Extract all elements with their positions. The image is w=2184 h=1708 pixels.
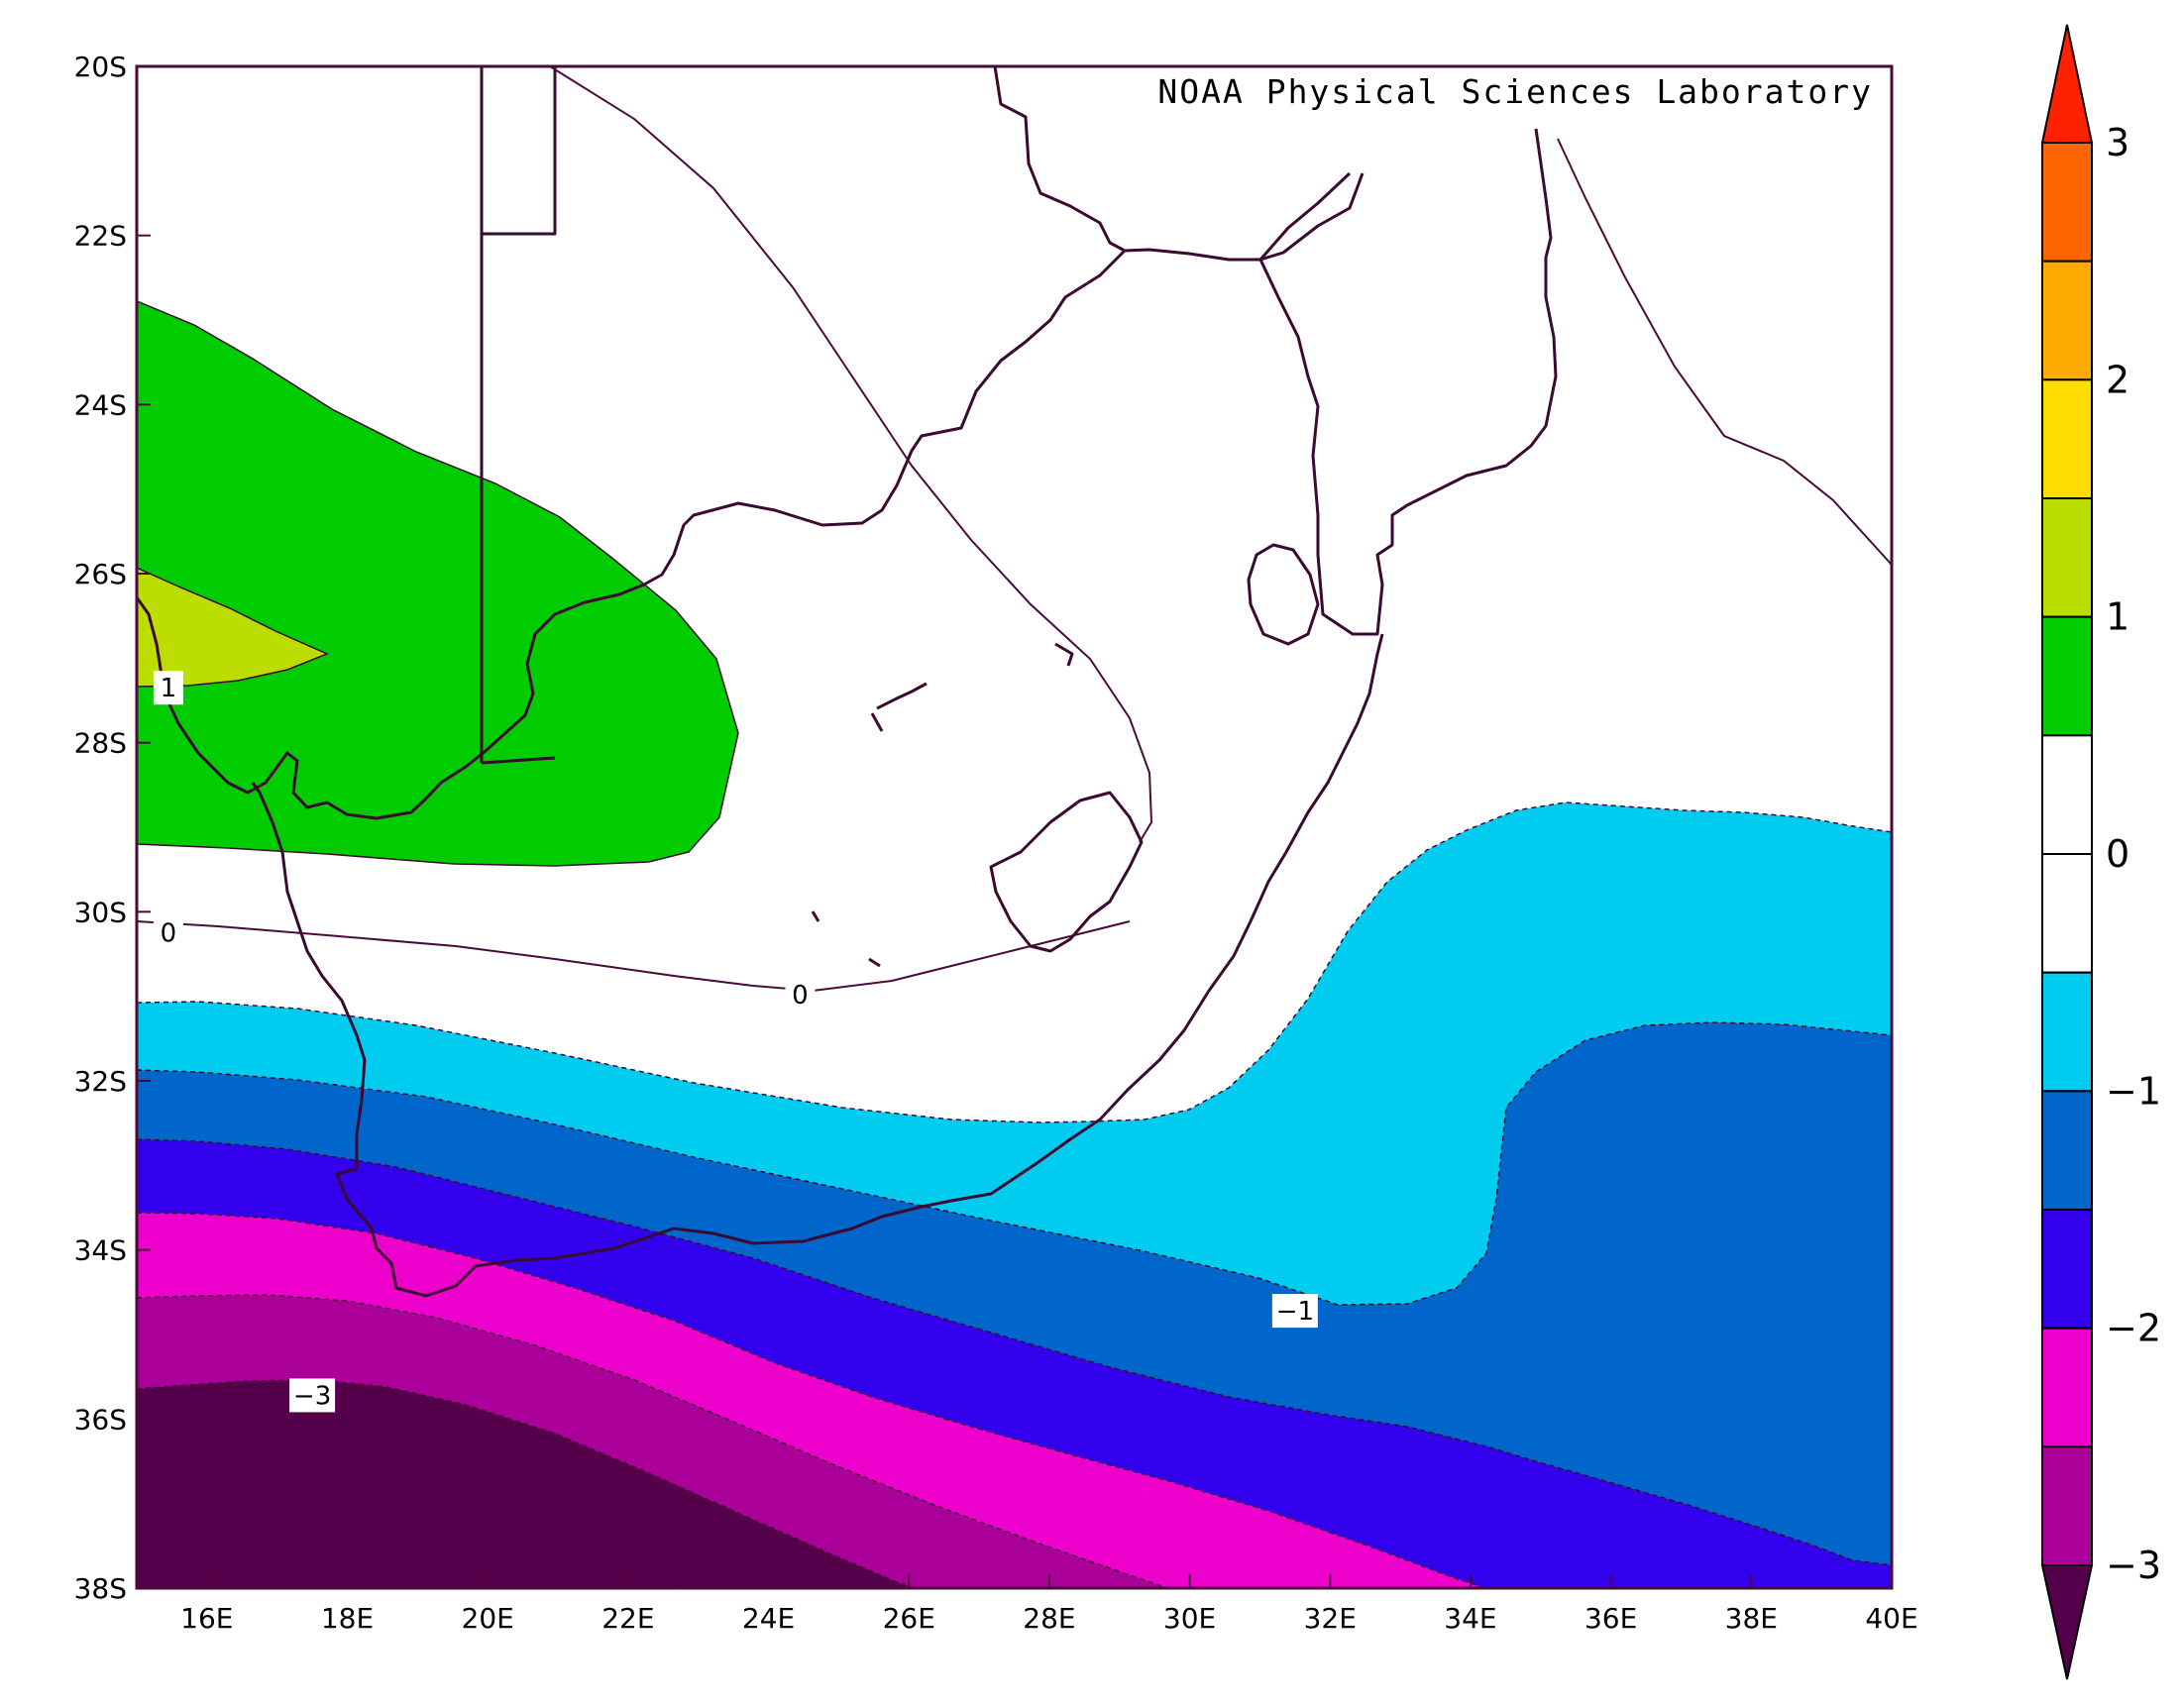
x-tick-label: 34E <box>1444 1602 1496 1635</box>
x-tick-label: 24E <box>742 1602 795 1635</box>
contour-label-box <box>153 915 183 950</box>
colorbar-extend-max <box>2040 24 2094 144</box>
contour-label-box <box>785 977 816 1012</box>
x-tick-label: 16E <box>180 1602 233 1635</box>
y-tick-label: 36S <box>74 1403 127 1436</box>
y-tick-label: 28S <box>74 727 127 760</box>
colorbar-tick-label: 0 <box>2106 832 2129 876</box>
y-tick-label: 26S <box>74 558 127 590</box>
contour-fill-below-minus3 <box>137 1379 916 1588</box>
colorbar-extend-min <box>2040 1564 2094 1680</box>
y-tick-label: 32S <box>74 1065 127 1098</box>
coastlines-and-borders <box>137 66 1558 1298</box>
x-tick-label: 30E <box>1163 1602 1216 1635</box>
colorbar-box <box>2041 1090 2093 1212</box>
y-tick-label: 30S <box>74 896 127 928</box>
colorbar-box <box>2041 497 2093 618</box>
contour-label: −3 <box>293 1381 331 1411</box>
contour-line-minus3.3 <box>137 1483 682 1588</box>
filled-contours <box>137 66 1892 1588</box>
colorbar-tick-label: −2 <box>2106 1307 2161 1350</box>
colorbar-tick-label: 2 <box>2106 358 2129 401</box>
x-tick-label: 18E <box>321 1602 374 1635</box>
colorbar-boxes <box>2040 24 2094 1680</box>
y-tick-label: 34S <box>74 1234 127 1267</box>
x-tick-label: 38E <box>1725 1602 1778 1635</box>
x-tick-label: 28E <box>1023 1602 1075 1635</box>
colorbar-tick-label: 1 <box>2106 595 2129 639</box>
colorbar-box <box>2041 1209 2093 1330</box>
colorbar-box <box>2041 1445 2093 1567</box>
colorbar-box <box>2041 378 2093 500</box>
x-tick-label: 20E <box>462 1602 514 1635</box>
x-tick-label: 40E <box>1865 1602 1917 1635</box>
colorbar-box <box>2041 260 2093 381</box>
colorbar-tick-label: −1 <box>2106 1069 2161 1113</box>
colorbar-box <box>2041 734 2093 855</box>
contour-label: 1 <box>161 674 177 703</box>
contour-fill-0.5-to-1 <box>137 300 739 867</box>
x-tick-label: 36E <box>1584 1602 1637 1635</box>
colorbar-tick-label: −3 <box>2106 1544 2161 1587</box>
colorbar-tick-labels: 3 2 1 0 −1 −2 −3 <box>2106 121 2161 1587</box>
contour-label-box <box>153 671 183 705</box>
y-tick-label: 38S <box>74 1572 127 1605</box>
y-tick-label: 24S <box>74 388 127 421</box>
x-tick-label: 22E <box>601 1602 654 1635</box>
contour-label: −1 <box>1276 1297 1314 1327</box>
colorbar-box <box>2041 971 2093 1093</box>
x-tick-label: 32E <box>1304 1602 1357 1635</box>
political-boundaries <box>549 66 1892 843</box>
contour-label-box <box>289 1378 336 1413</box>
colorbar: 3 2 1 0 −1 −2 −3 <box>2040 24 2161 1680</box>
y-tick-label: 22S <box>74 220 127 253</box>
colorbar-tick-label: 3 <box>2106 121 2129 164</box>
credit-text: NOAA Physical Sciences Laboratory <box>1157 72 1873 111</box>
y-tick-label: 20S <box>74 51 127 83</box>
contour-label: 0 <box>161 919 177 949</box>
contour-label-box <box>1271 1294 1318 1329</box>
plot-frame <box>135 64 1894 1590</box>
contour-line-zero <box>137 920 1131 993</box>
contour-label: 0 <box>792 981 809 1011</box>
contour-labels: 1 0 0 −1 −3 <box>153 671 1318 1413</box>
colorbar-box <box>2041 142 2093 263</box>
axis-ticks: 16E 18E 20E 22E 24E 26E 28E 30E 32E 34E 36E 38E 40E 2… <box>74 51 1918 1635</box>
colorbar-box <box>2041 853 2093 974</box>
x-tick-label: 26E <box>883 1602 935 1635</box>
colorbar-box <box>2041 1327 2093 1448</box>
colorbar-box <box>2041 615 2093 737</box>
